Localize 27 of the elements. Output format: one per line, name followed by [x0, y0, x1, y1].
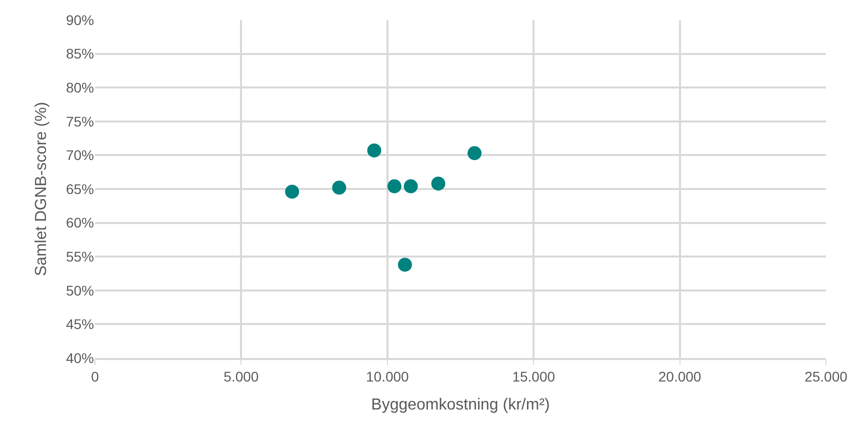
y-tick-label: 85%	[66, 46, 94, 62]
point	[431, 176, 446, 191]
x-tick-label: 0	[91, 368, 100, 385]
y-axis-title: Samlet DGNB-score (%)	[32, 102, 50, 276]
x-tick-label: 20.000	[658, 368, 702, 385]
point	[468, 146, 482, 160]
x-tick-label: 15.000	[512, 368, 556, 385]
y-tick-label: 65%	[66, 180, 94, 197]
x-axis-title: Byggeomkostning (kr/m²)	[371, 396, 550, 414]
x-tick-label: 25.000	[804, 368, 848, 385]
point	[387, 179, 402, 194]
y-tick-label: 80%	[66, 80, 94, 96]
y-tick-label: 40%	[66, 350, 94, 366]
point	[398, 258, 412, 272]
x-tick-label: 5.000	[224, 368, 259, 385]
y-tick-label: 60%	[66, 214, 94, 231]
y-tick-label: 70%	[66, 147, 94, 164]
point	[367, 143, 382, 158]
point	[285, 184, 300, 199]
point	[404, 179, 418, 194]
x-tick-label: 10.000	[366, 368, 410, 385]
point	[332, 180, 346, 195]
y-tick-label: 90%	[66, 12, 94, 28]
y-tick-label: 75%	[66, 113, 94, 130]
y-tick-label: 50%	[66, 282, 94, 298]
y-tick-label: 55%	[66, 248, 94, 264]
y-tick-label: 45%	[66, 316, 94, 332]
